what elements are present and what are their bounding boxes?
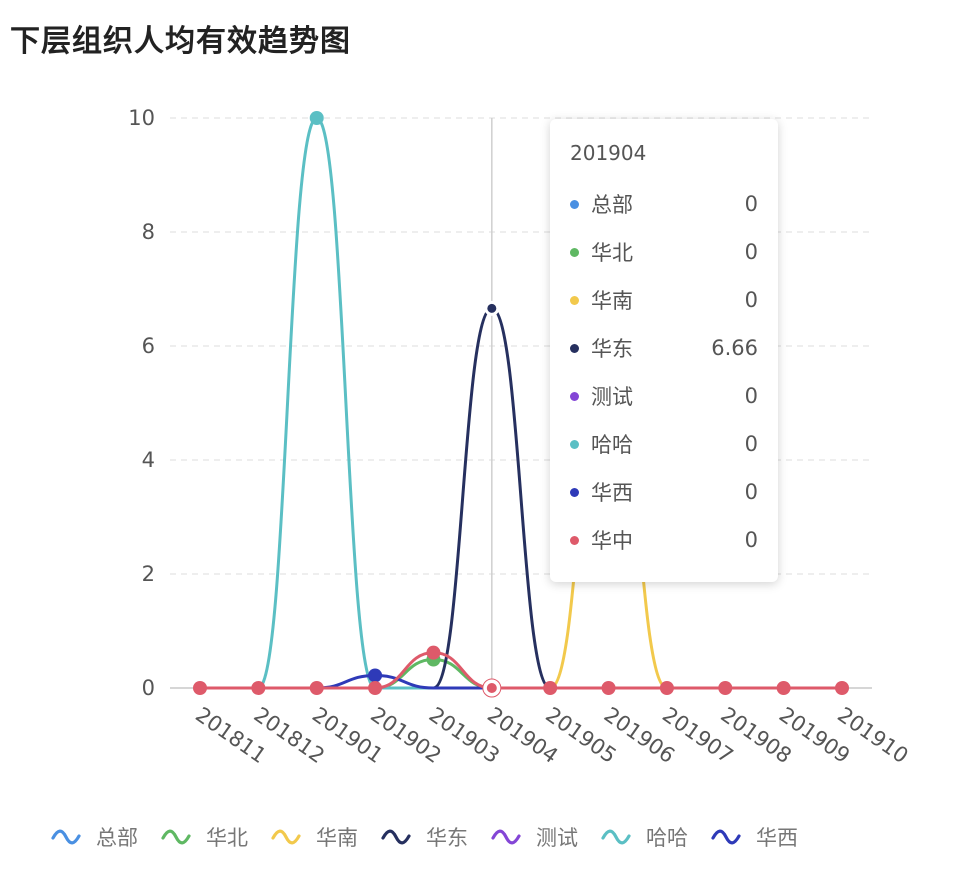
- wave-line-icon: [51, 829, 81, 845]
- data-point[interactable]: [309, 681, 324, 695]
- data-point[interactable]: [659, 681, 674, 695]
- chart-legend[interactable]: 总部 华北 华南 华东 测试 哈哈 华西: [50, 822, 820, 852]
- tooltip-row: 总部 0: [570, 180, 758, 228]
- y-tick-label: 10: [128, 106, 155, 130]
- series-dot-icon: [570, 487, 579, 497]
- tooltip-series-value: 0: [744, 432, 758, 456]
- legend-item[interactable]: 总部: [50, 822, 138, 852]
- tooltip-row: 华中 0: [570, 516, 758, 564]
- wave-line-icon: [161, 829, 191, 845]
- y-tick-label: 0: [142, 676, 155, 700]
- data-point[interactable]: [193, 681, 207, 695]
- legend-item[interactable]: 华西: [710, 822, 798, 852]
- wave-line-icon: [711, 829, 741, 845]
- tooltip-row: 华西 0: [570, 468, 758, 516]
- series-line-1[interactable]: [199, 657, 842, 690]
- data-point[interactable]: [309, 111, 324, 125]
- tooltip-series-name: 华北: [591, 241, 633, 265]
- series-line-6[interactable]: [199, 673, 842, 690]
- tooltip-row: 华南 0: [570, 276, 758, 324]
- tooltip-series-value: 0: [744, 240, 758, 264]
- y-tick-label: 8: [142, 220, 155, 244]
- tooltip-rows: 总部 0 华北 0 华南 0 华东 6.66 测试 0 哈哈 0 华西 0 华中 0: [570, 180, 758, 564]
- data-point[interactable]: [426, 645, 441, 660]
- series-dot-icon: [570, 199, 579, 209]
- legend-item[interactable]: 哈哈: [600, 822, 688, 852]
- legend-label: 华西: [756, 826, 798, 850]
- tooltip-series-value: 0: [744, 384, 758, 408]
- wave-line-icon: [491, 829, 521, 845]
- wave-line-icon: [381, 829, 411, 845]
- legend-label: 总部: [96, 826, 138, 850]
- series-dot-icon: [570, 247, 579, 257]
- data-point[interactable]: [776, 681, 791, 695]
- series-line-7[interactable]: [199, 651, 842, 690]
- tooltip-series-value: 0: [744, 480, 758, 504]
- tooltip-series-name: 华东: [591, 337, 633, 361]
- page-title: 下层组织人均有效趋势图: [10, 24, 351, 59]
- data-point[interactable]: [484, 300, 500, 316]
- legend-item[interactable]: 华南: [270, 822, 358, 852]
- series-dot-icon: [570, 343, 579, 353]
- tooltip-series-value: 0: [744, 288, 758, 312]
- hover-tooltip: 201904 总部 0 华北 0 华南 0 华东 6.66 测试 0 哈哈 0 华西 0 华中 0: [550, 119, 778, 582]
- tooltip-series-name: 哈哈: [591, 433, 633, 457]
- legend-label: 华北: [206, 826, 248, 850]
- data-point[interactable]: [368, 681, 383, 695]
- data-point[interactable]: [835, 681, 849, 695]
- series-dot-icon: [570, 535, 579, 545]
- legend-item[interactable]: 测试: [490, 822, 578, 852]
- series-dot-icon: [570, 439, 579, 449]
- wave-line-icon: [271, 829, 301, 845]
- data-point[interactable]: [718, 681, 733, 695]
- tooltip-series-name: 华南: [591, 289, 633, 313]
- tooltip-row: 华北 0: [570, 228, 758, 276]
- wave-line-icon: [601, 829, 631, 845]
- hover-point[interactable]: [486, 683, 497, 693]
- legend-label: 测试: [536, 826, 578, 850]
- tooltip-series-name: 总部: [591, 193, 633, 217]
- series-dot-icon: [570, 391, 579, 401]
- tooltip-row: 测试 0: [570, 372, 758, 420]
- data-points[interactable]: [193, 111, 849, 698]
- tooltip-series-value: 6.66: [711, 336, 758, 360]
- axes: 0246810201811201812201901201902201903201…: [128, 106, 912, 768]
- legend-item[interactable]: 华东: [380, 822, 468, 852]
- data-point[interactable]: [543, 681, 558, 695]
- legend-item[interactable]: 华北: [160, 822, 248, 852]
- tooltip-row: 哈哈 0: [570, 420, 758, 468]
- legend-label: 华南: [316, 826, 358, 850]
- legend-label: 华东: [426, 826, 468, 850]
- tooltip-series-name: 华中: [591, 529, 633, 553]
- tooltip-series-name: 华西: [591, 481, 633, 505]
- tooltip-series-value: 0: [744, 528, 758, 552]
- tooltip-series-name: 测试: [591, 385, 633, 409]
- legend-label: 哈哈: [646, 826, 688, 850]
- tooltip-title: 201904: [570, 141, 647, 165]
- trend-line-chart[interactable]: 0246810201811201812201901201902201903201…: [0, 0, 958, 820]
- data-point[interactable]: [601, 681, 616, 695]
- y-tick-label: 6: [142, 334, 155, 358]
- tooltip-row: 华东 6.66: [570, 324, 758, 372]
- series-dot-icon: [570, 295, 579, 305]
- data-point[interactable]: [368, 668, 383, 683]
- y-tick-label: 4: [142, 448, 155, 472]
- y-tick-label: 2: [142, 562, 155, 586]
- tooltip-series-value: 0: [744, 192, 758, 216]
- data-point[interactable]: [251, 681, 266, 695]
